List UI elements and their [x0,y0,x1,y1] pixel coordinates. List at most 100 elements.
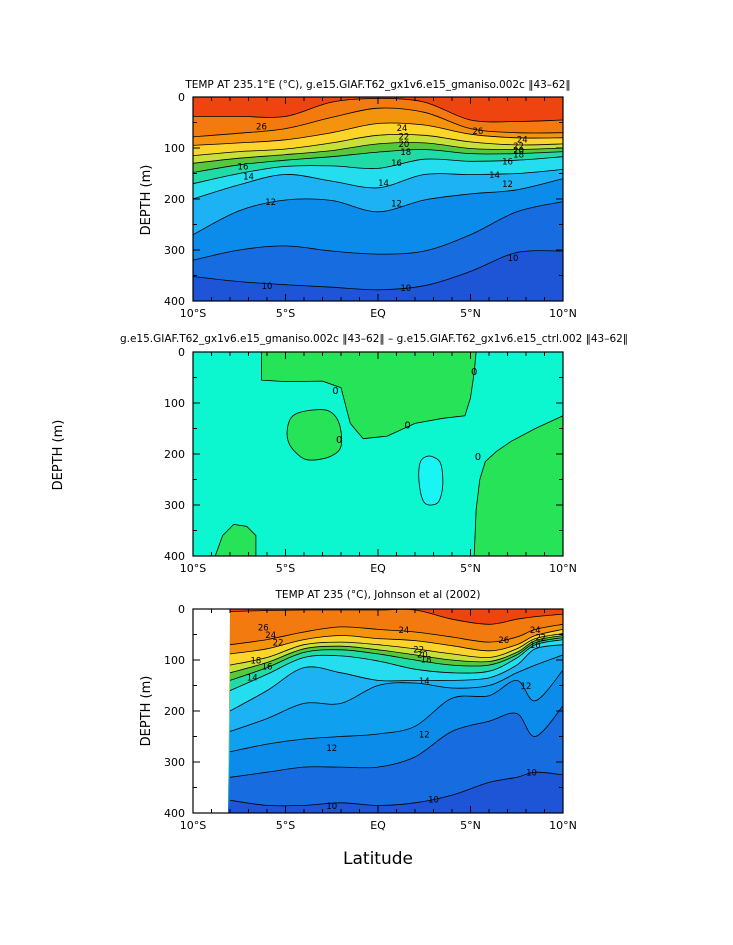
positive-anomaly-region [473,415,563,556]
x-tick-label: EQ [370,562,386,575]
axes: 10°S 5°S EQ 5°N 10°N 0 100 200 300 400 [164,346,577,575]
contour-label: 20 [398,140,409,150]
y-tick-label: 0 [178,91,185,104]
contour-label: 24 [265,631,276,641]
contour-label: 10 [400,284,411,294]
contour-label: 14 [419,677,430,687]
contour-label: 18 [250,657,261,667]
contour-label: 24 [517,135,528,145]
panel-model-temperature: TEMP AT 235.1°E (°C), g.e15.GIAF.T62_gx1… [139,79,577,320]
y-tick-label: 300 [164,756,185,769]
isotherm-18 [193,149,563,173]
contour-label: 22 [273,639,284,649]
isotherm-22 [193,133,563,157]
y-tick-label: 400 [164,550,185,563]
isotherm-16 [229,639,563,691]
y-tick-label: 300 [164,499,185,512]
panel-observed-temperature: TEMP AT 235 (°C), Johnson et al (2002) 2… [139,589,577,869]
panel-title: TEMP AT 235 (°C), Johnson et al (2002) [275,589,481,601]
x-tick-label: 10°S [180,307,206,320]
isotherm-16 [193,156,563,185]
isotherm-11 [229,705,563,778]
x-tick-label: 10°N [549,562,577,575]
isotherm-22 [229,633,563,666]
contour-label: 0 [332,386,338,397]
x-tick-label: 10°S [180,562,206,575]
isotherm-12 [229,669,563,753]
plot-area [193,97,563,301]
contour-label: 12 [391,200,402,210]
x-axis-label: Latitude [343,849,413,869]
x-tick-label: 5°N [460,307,481,320]
y-tick-label: 100 [164,654,185,667]
contour-label: 22 [535,634,546,644]
positive-anomaly-region [214,523,257,556]
contour-label: 24 [397,124,408,134]
isotherm-24 [193,122,563,146]
plot-area [193,352,563,556]
isotherm-10 [229,771,563,807]
x-tick-label: 10°N [549,307,577,320]
contour-label: 16 [530,641,541,651]
x-tick-label: 5°S [276,562,295,575]
contour-label: 12 [326,744,337,754]
axes: 10°S 5°S EQ 5°N 10°N 0 100 200 300 400 [164,603,577,832]
axes: 10°S 5°S EQ 5°N 10°N 0 100 200 300 400 [164,91,577,320]
y-axis-label: DEPTH (m) [51,420,66,491]
plot-area [228,609,563,813]
negative-anomaly-region [418,455,444,506]
contour-label: 0 [404,420,410,431]
y-tick-label: 200 [164,705,185,718]
contour-label: 22 [513,142,524,152]
isotherm-20 [193,142,563,164]
y-tick-label: 0 [178,603,185,616]
panel-difference: g.e15.GIAF.T62_gx1v6.e15_gmaniso.002c ‖4… [51,333,628,575]
contour-label: 0 [336,435,342,446]
contour-label: 20 [513,147,524,157]
contour-label: 26 [256,123,267,133]
y-tick-label: 400 [164,807,185,820]
contour-label: 18 [513,151,524,161]
contour-label: 24 [398,626,409,636]
contour-label: 16 [238,162,249,172]
y-axis-label: DEPTH (m) [139,165,154,236]
contour-label: 12 [419,730,430,740]
y-tick-label: 100 [164,142,185,155]
isotherm-10 [193,250,563,291]
contour-label: 10 [526,769,537,779]
y-tick-label: 400 [164,295,185,308]
isotherm-20 [229,635,563,674]
positive-anomaly-region [286,409,343,461]
temperature-band [228,772,563,813]
contour-label: 24 [530,626,541,636]
isotherm-26 [229,623,563,646]
positive-anomaly-region [261,352,477,440]
contour-label: 18 [400,148,411,158]
contour-label: 26 [498,636,509,646]
contour-label: 16 [502,157,513,167]
contour-label: 12 [521,682,532,692]
contour-label: 0 [471,367,477,378]
y-axis-label: DEPTH (m) [139,676,154,747]
contour-label: 20 [417,650,428,660]
x-tick-label: 5°N [460,819,481,832]
temperature-band [193,250,563,301]
contour-label: 10 [428,796,439,806]
contour-label: 12 [265,198,276,208]
y-tick-label: 300 [164,244,185,257]
contour-label: 14 [247,673,258,683]
contour-label: 14 [378,179,389,189]
isotherm-11 [193,201,563,261]
contour-label: 22 [413,645,424,655]
panel-title: TEMP AT 235.1°E (°C), g.e15.GIAF.T62_gx1… [184,79,570,91]
panel-title: g.e15.GIAF.T62_gx1v6.e15_gmaniso.002c ‖4… [120,333,628,345]
contour-labels: 0 0 0 0 0 [332,367,481,463]
x-tick-label: 5°S [276,819,295,832]
y-tick-label: 100 [164,397,185,410]
contour-label: 18 [421,655,432,665]
y-tick-label: 200 [164,448,185,461]
contour-label: 16 [262,663,273,673]
isotherm-13 [229,654,563,732]
